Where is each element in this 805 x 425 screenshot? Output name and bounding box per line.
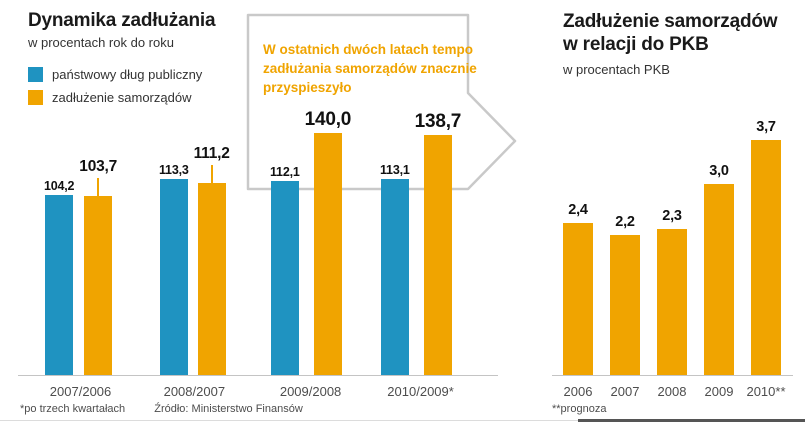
- bar-column: 103,7: [79, 158, 117, 375]
- legend-row-public-debt: państwowy dług publiczny: [28, 67, 202, 82]
- bar-group: 112,1 140,0 2009/2008: [270, 109, 352, 399]
- bar-value-label: 2,2: [615, 214, 635, 230]
- bar-group: 3,7 2010**: [746, 119, 785, 399]
- bar-column: 3,7: [751, 119, 781, 375]
- bar: [84, 196, 113, 375]
- bar-column: 140,0: [304, 109, 352, 375]
- legend-swatch-blue: [28, 67, 43, 82]
- bar-group: 113,3 111,2 2008/2007: [159, 145, 230, 399]
- category-label: 2008/2007: [163, 384, 226, 399]
- bar: [423, 135, 452, 375]
- legend: państwowy dług publiczny zadłużenie samo…: [28, 67, 202, 113]
- legend-label-public-debt: państwowy dług publiczny: [52, 67, 203, 82]
- category-label: 2009/2008: [279, 384, 342, 399]
- bar-column: 3,0: [704, 163, 734, 375]
- bar: [751, 140, 781, 375]
- bar-value-label: 104,2: [44, 179, 75, 193]
- bar-value-label: 2,3: [662, 208, 682, 224]
- left-chart-title: Dynamika zadłużania: [28, 10, 216, 31]
- callout-text: W ostatnich dwóch latach tempo zadłużani…: [263, 42, 477, 95]
- label-leader-line: [97, 178, 100, 196]
- bar: [197, 183, 226, 375]
- bottom-rule-dark: [578, 419, 805, 422]
- category-label: 2007: [610, 384, 640, 399]
- bar-value-label: 103,7: [79, 158, 118, 175]
- bar-group: 2,2 2007: [610, 214, 640, 399]
- left-chart-subtitle: w procentach rok do roku: [28, 35, 174, 50]
- bar-value-label: 113,1: [380, 163, 410, 177]
- bar: [45, 195, 74, 375]
- bar-group: 113,1 138,7 2010/2009*: [380, 111, 462, 399]
- bar-value-label: 2,4: [568, 202, 588, 218]
- bar: [159, 179, 188, 375]
- bar-column: 113,1: [380, 163, 410, 375]
- bar-group: 3,0 2009: [704, 163, 734, 399]
- bar-column: 2,4: [563, 202, 593, 375]
- bar: [610, 235, 640, 375]
- bar-column: 104,2: [44, 179, 74, 375]
- category-label: 2006: [563, 384, 593, 399]
- bar: [704, 184, 734, 375]
- bar-group: 104,2 103,7 2007/2006: [44, 158, 117, 399]
- bar: [270, 181, 299, 375]
- right-chart-axis-line: [552, 375, 793, 376]
- bar-value-label: 111,2: [193, 145, 230, 162]
- legend-swatch-orange: [28, 90, 43, 105]
- label-leader-line: [210, 165, 213, 183]
- bar-value-label: 3,0: [709, 163, 729, 179]
- category-label: 2010**: [746, 384, 786, 399]
- right-chart-subtitle: w procentach PKB: [563, 62, 670, 77]
- bottom-rule: [0, 420, 805, 421]
- bar-value-label: 112,1: [270, 165, 300, 179]
- legend-label-local-debt: zadłużenie samorządów: [52, 90, 192, 105]
- bar-value-label: 3,7: [756, 119, 776, 135]
- footnote-left: *po trzech kwartałach Źródło: Ministerst…: [20, 403, 303, 415]
- right-chart-title: Zadłużenie samorządów w relacji do PKB: [563, 10, 778, 56]
- source-note: Źródło: Ministerstwo Finansów: [154, 403, 303, 415]
- left-chart-plot: 104,2 103,7 2007/2006 113,3 111,2 2008/2007 11…: [20, 109, 505, 399]
- right-chart-title-line1: Zadłużenie samorządów: [563, 11, 778, 32]
- right-chart-plot: 2,4 2006 2,2 2007 2,3 2008 3,0 2009 3,7 2010**: [552, 110, 793, 399]
- legend-row-local-debt: zadłużenie samorządów: [28, 90, 202, 105]
- right-chart-title-line2: w relacji do PKB: [563, 34, 709, 55]
- footnote-quarters: *po trzech kwartałach: [20, 403, 126, 415]
- bar-group: 2,4 2006: [563, 202, 593, 399]
- bar: [563, 223, 593, 375]
- bar-group: 2,3 2008: [657, 208, 687, 399]
- bar-value-label: 138,7: [414, 111, 462, 132]
- footnote-forecast: **prognoza: [552, 403, 607, 415]
- bar: [380, 179, 409, 375]
- bar: [313, 133, 342, 375]
- bar-value-label: 140,0: [304, 109, 352, 130]
- category-label: 2008: [657, 384, 687, 399]
- bar: [657, 229, 687, 375]
- category-label: 2010/2009*: [387, 384, 454, 399]
- bar-column: 2,3: [657, 208, 687, 375]
- category-label: 2007/2006: [49, 384, 112, 399]
- bar-column: 111,2: [194, 145, 230, 375]
- bar-column: 113,3: [159, 163, 189, 375]
- left-chart-axis-line: [18, 375, 498, 376]
- category-label: 2009: [704, 384, 734, 399]
- bar-value-label: 113,3: [159, 163, 189, 177]
- bar-column: 138,7: [414, 111, 462, 375]
- bar-column: 112,1: [270, 165, 300, 375]
- bar-column: 2,2: [610, 214, 640, 375]
